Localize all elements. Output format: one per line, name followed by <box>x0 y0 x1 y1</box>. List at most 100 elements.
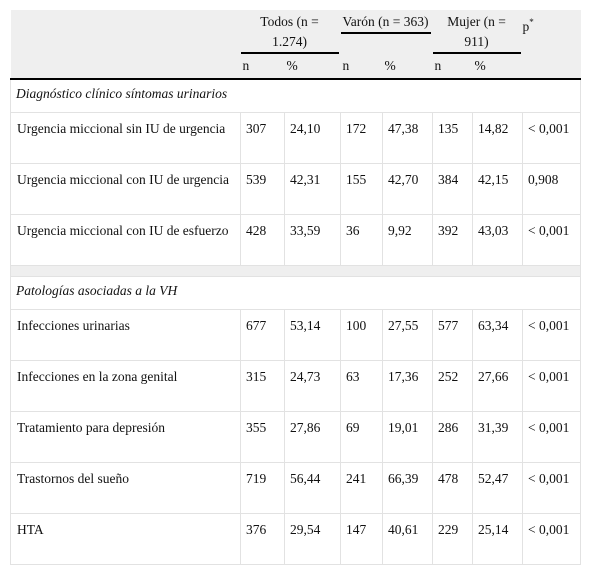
cell: 17,36 <box>382 360 434 412</box>
cell: 42,15 <box>472 163 524 215</box>
cell: 307 <box>240 112 285 164</box>
row-label: Tratamiento para depresión <box>10 411 241 463</box>
header-cell <box>10 56 241 80</box>
spacer-row <box>9 265 582 277</box>
cell: 66,39 <box>382 462 434 514</box>
subheader-row: n% n% n% <box>10 56 581 80</box>
data-row: Infecciones en la zona genital 315 24,73 63… <box>10 360 582 412</box>
table-wrap: Todos (n = 1.274) Varón (n = 363) Mujer (n… <box>9 10 582 565</box>
cell: 539 <box>240 163 285 215</box>
cell: 36 <box>340 214 384 266</box>
cell: < 0,001 <box>522 214 582 266</box>
section-title: Diagnóstico clínico síntomas urinarios <box>9 78 582 113</box>
cell: 43,03 <box>472 214 524 266</box>
cell: 31,39 <box>472 411 524 463</box>
cell: 100 <box>340 309 384 361</box>
cell: 315 <box>240 360 285 412</box>
data-row: Urgencia miccional sin IU de urgencia 307… <box>10 112 582 164</box>
table-header: Todos (n = 1.274) Varón (n = 363) Mujer (n… <box>10 10 581 80</box>
cell: 577 <box>432 309 474 361</box>
cell: 286 <box>432 411 474 463</box>
row-label: Infecciones en la zona genital <box>10 360 241 412</box>
cell: 47,38 <box>382 112 434 164</box>
cell: 241 <box>340 462 384 514</box>
row-label: Urgencia miccional sin IU de urgencia <box>10 112 241 164</box>
section-row: Patologías asociadas a la VH <box>9 276 582 310</box>
p-note: * <box>529 17 534 27</box>
cell: 24,73 <box>283 360 342 412</box>
cell: 384 <box>432 163 474 215</box>
cell: 355 <box>240 411 285 463</box>
cell: 40,61 <box>382 513 434 565</box>
cell: < 0,001 <box>522 462 582 514</box>
data-row: HTA 376 29,54 147 40,61 229 25,14 < 0,001 <box>10 513 582 565</box>
section-row: Diagnóstico clínico síntomas urinarios <box>9 78 582 113</box>
group-label: Varón (n = 363) <box>340 12 431 34</box>
cell: 63,34 <box>472 309 524 361</box>
header-cell <box>522 56 581 80</box>
cell: 25,14 <box>472 513 524 565</box>
cell: 27,86 <box>283 411 342 463</box>
cell: 69 <box>340 411 384 463</box>
cell: < 0,001 <box>522 513 582 565</box>
cell: < 0,001 <box>522 411 582 463</box>
header-cell <box>11 10 241 56</box>
cell: 376 <box>240 513 285 565</box>
cell: 63 <box>340 360 384 412</box>
spacer <box>9 265 582 277</box>
header-cell: Todos (n = 1.274) <box>240 10 341 56</box>
cell: 33,59 <box>283 214 342 266</box>
cell: 229 <box>432 513 474 565</box>
cell: 42,70 <box>382 163 434 215</box>
cell: 27,55 <box>382 309 434 361</box>
cell: 19,01 <box>382 411 434 463</box>
cell: 252 <box>432 360 474 412</box>
subheader: % <box>472 56 523 80</box>
cell: 172 <box>340 112 384 164</box>
subheader: n <box>340 56 383 80</box>
row-label: Trastornos del sueño <box>10 462 241 514</box>
data-row: Infecciones urinarias 677 53,14 100 27,55 577… <box>10 309 582 361</box>
cell: 29,54 <box>283 513 342 565</box>
cell: 0,908 <box>522 163 582 215</box>
group-label: Todos (n = 1.274) <box>240 12 339 54</box>
cell: 155 <box>340 163 384 215</box>
section-title: Patologías asociadas a la VH <box>9 276 582 310</box>
subheader: % <box>382 56 433 80</box>
data-table: Todos (n = 1.274) Varón (n = 363) Mujer (n… <box>9 10 582 565</box>
cell: 56,44 <box>283 462 342 514</box>
cell: 677 <box>240 309 285 361</box>
header-cell: Mujer (n = 911) <box>432 10 523 56</box>
cell: 478 <box>432 462 474 514</box>
cell: < 0,001 <box>522 360 582 412</box>
data-row: Urgencia miccional con IU de esfuerzo 428… <box>10 214 582 266</box>
cell: 53,14 <box>283 309 342 361</box>
data-row: Trastornos del sueño 719 56,44 241 66,39 478 5… <box>10 462 582 514</box>
row-label: Urgencia miccional con IU de urgencia <box>10 163 241 215</box>
data-row: Tratamiento para depresión 355 27,86 69 19,0… <box>10 411 582 463</box>
cell: < 0,001 <box>522 309 582 361</box>
row-label: HTA <box>10 513 241 565</box>
subheader: n <box>240 56 285 80</box>
table-body: Diagnóstico clínico síntomas urinarios Ur… <box>9 78 582 565</box>
cell: 392 <box>432 214 474 266</box>
cell: 52,47 <box>472 462 524 514</box>
row-label: Infecciones urinarias <box>10 309 241 361</box>
header-cell: Varón (n = 363) <box>340 10 433 56</box>
cell: 719 <box>240 462 285 514</box>
header-cell: p* <box>523 10 581 56</box>
cell: 9,92 <box>382 214 434 266</box>
subheader: n <box>432 56 473 80</box>
cell: 147 <box>340 513 384 565</box>
subheader: % <box>284 56 341 80</box>
cell: 27,66 <box>472 360 524 412</box>
cell: 428 <box>240 214 285 266</box>
cell: < 0,001 <box>522 112 582 164</box>
p-label: p <box>522 19 530 34</box>
row-label: Urgencia miccional con IU de esfuerzo <box>10 214 241 266</box>
cell: 135 <box>432 112 474 164</box>
cell: 42,31 <box>283 163 342 215</box>
cell: 14,82 <box>472 112 524 164</box>
group-label: Mujer (n = 911) <box>432 12 521 54</box>
